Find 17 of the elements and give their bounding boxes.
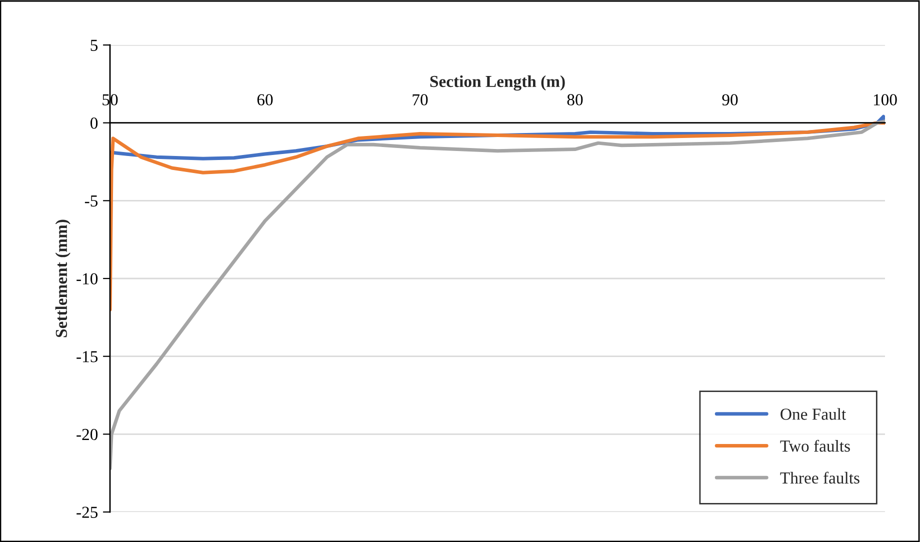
y-axis-title: Settlement (mm) xyxy=(55,220,70,338)
x-tick-label: 80 xyxy=(567,94,583,106)
legend-label: Two faults xyxy=(780,440,850,452)
y-tick-label: 5 xyxy=(90,40,98,51)
y-tick-label: -20 xyxy=(76,428,98,440)
x-tick-label: 60 xyxy=(257,94,273,106)
y-tick-label: -10 xyxy=(76,273,98,284)
legend-label: Three faults xyxy=(780,472,860,484)
x-tick-label: 70 xyxy=(412,94,428,106)
y-tick-label: -15 xyxy=(76,351,98,362)
x-tick-label: 90 xyxy=(722,94,738,106)
y-tick-label: -25 xyxy=(76,506,98,518)
legend-label: One Fault xyxy=(780,408,846,420)
x-tick-label: 100 xyxy=(874,94,897,106)
x-axis-title: Section Length (m) xyxy=(430,75,565,91)
y-tick-label: 0 xyxy=(90,118,98,129)
y-tick-label: -5 xyxy=(84,196,98,207)
